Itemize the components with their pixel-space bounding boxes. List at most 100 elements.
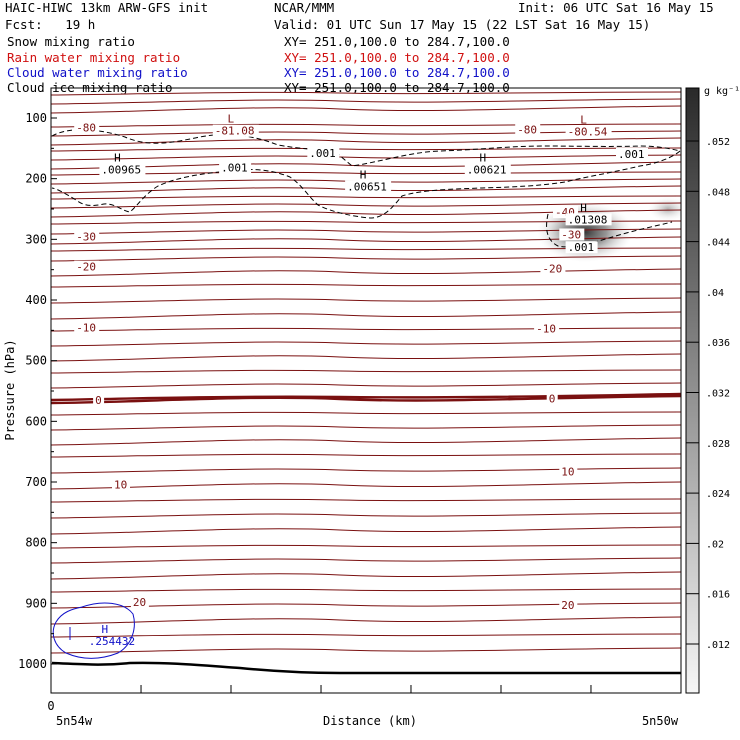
isotherm-label-12: 10 — [561, 466, 574, 479]
rain-field-xy: XY= 251.0,100.0 to 284.7,100.0 — [284, 50, 510, 65]
extremum-value-3: .00651 — [347, 181, 387, 194]
extremum-value-6: .254432 — [89, 635, 135, 648]
y-tick-label: 500 — [25, 354, 47, 368]
y-tick-label: 400 — [25, 293, 47, 307]
isotherm-line — [51, 283, 681, 288]
colorbar-tick-label: .012 — [706, 640, 730, 651]
extremum-value-4-bg — [464, 163, 511, 176]
isotherm-label-11-bg — [112, 478, 130, 491]
extremum-kind-1: L — [580, 113, 587, 126]
extremum-kind-6: H — [101, 623, 108, 636]
colorbar-unit: g kg⁻¹ — [704, 86, 740, 97]
isotherm-line — [51, 588, 681, 593]
isotherm-label-7-bg — [74, 321, 100, 334]
cloudwater-field-xy: XY= 251.0,100.0 to 284.7,100.0 — [284, 65, 510, 80]
x-right-end-label: 5n50w — [642, 714, 679, 728]
isotherm-label-6-bg — [540, 262, 566, 275]
isotherm-line — [51, 297, 681, 304]
isotherm-label-8-bg — [534, 322, 560, 335]
isotherm-label-9: 0 — [95, 394, 102, 407]
colorbar-tick-label: .032 — [706, 389, 730, 400]
isotherm-line — [51, 382, 681, 389]
colorbar-tick-label: .02 — [706, 539, 724, 550]
isotherm-label-1-bg — [515, 123, 541, 136]
y-tick-label: 200 — [25, 172, 47, 186]
cloudwater-field-label: Cloud water mixing ratio — [7, 65, 188, 80]
ice-contour-label-2: .001 — [618, 148, 645, 161]
isotherm-line — [51, 498, 681, 503]
isotherm-line — [51, 195, 681, 200]
ice-contour-label-2-bg — [616, 147, 648, 160]
isotherm-line — [51, 526, 681, 535]
x-tick-0: 0 — [47, 699, 54, 713]
colorbar-tick-label: .024 — [706, 489, 730, 500]
isotherm-line — [51, 161, 681, 170]
isotherm-line — [51, 411, 681, 416]
isotherm-line — [51, 91, 681, 96]
isotherm-line — [51, 171, 681, 176]
isotherm-label-5-bg — [74, 260, 100, 273]
isotherm-line — [51, 154, 681, 161]
isotherm-label-0: -80 — [76, 122, 96, 135]
colorbar-tick-label: .028 — [706, 439, 730, 450]
isotherm-label-8: -10 — [536, 323, 556, 336]
isotherm-label-6: -20 — [542, 262, 562, 275]
colorbar-tick-label: .04 — [706, 288, 724, 299]
extremum-kind-0: L — [227, 113, 234, 126]
extremum-value-0: -81.08 — [215, 125, 255, 138]
isotherm-line — [51, 571, 681, 580]
extremum-value-2-bg — [99, 163, 146, 176]
isotherm-line — [51, 616, 681, 625]
isotherm-label-14: 20 — [561, 599, 574, 612]
isotherm-label-14-bg — [559, 599, 578, 612]
ice-contour-label-0: .001 — [309, 147, 336, 160]
isotherm-label-3-bg — [74, 230, 100, 243]
rain-field-label: Rain water mixing ratio — [7, 50, 181, 65]
isotherm-line — [51, 268, 681, 277]
isotherm-line — [51, 130, 681, 137]
valid-time: Valid: 01 UTC Sun 17 May 15 (22 LST Sat … — [274, 17, 651, 32]
isotherm-line — [51, 228, 681, 235]
isotherm-line — [51, 202, 681, 209]
ice-contour-lower — [51, 150, 681, 219]
isotherm-line — [51, 369, 681, 374]
terrain-line — [51, 661, 681, 675]
colorbar-tick-label: .036 — [706, 338, 730, 349]
isotherm-line — [51, 340, 681, 347]
isotherm-line — [51, 137, 681, 146]
extremum-value-5-bg — [565, 213, 612, 226]
isotherm-line — [51, 647, 681, 654]
colorbar-scale — [685, 87, 700, 694]
isotherm-label-12-bg — [559, 465, 578, 478]
y-tick-label: 800 — [25, 536, 47, 550]
cloud-water-contour — [52, 602, 135, 659]
isotherm-line — [51, 220, 681, 225]
isotherm-line — [51, 481, 681, 490]
extremum-kind-3: H — [360, 169, 367, 182]
isotherm-label-10: 0 — [549, 392, 556, 405]
snow-field-label: Snow mixing ratio — [7, 34, 135, 49]
x-axis: 0 5n54w Distance (km) 5n50w — [47, 685, 682, 728]
extremum-kind-5: H — [580, 201, 587, 214]
ice-contour-upper — [51, 129, 681, 167]
isotherm-line — [51, 353, 681, 362]
isotherm-line — [51, 147, 681, 152]
y-tick-label: 700 — [25, 475, 47, 489]
ice-contour-label-0-bg — [307, 147, 340, 160]
ice-contour-label-1: .001 — [221, 162, 248, 175]
plot-field — [51, 91, 681, 675]
isotherm-line — [51, 424, 681, 431]
ice-contour-label-3-bg — [565, 241, 598, 254]
org-label: NCAR/MMM — [274, 0, 335, 15]
ice-contour-label-1-bg — [219, 161, 252, 174]
isotherm-line — [51, 311, 681, 320]
extremum-kind-2: H — [114, 152, 121, 165]
extremum-value-5: .01308 — [568, 213, 608, 226]
isotherm-line — [51, 557, 681, 564]
isotherm-label-13-bg — [130, 596, 149, 609]
isotherm-label-1: -80 — [517, 124, 537, 137]
isotherm-line — [51, 467, 681, 474]
isotherm-label-13: 20 — [133, 596, 146, 609]
y-tick-label: 100 — [25, 111, 47, 125]
